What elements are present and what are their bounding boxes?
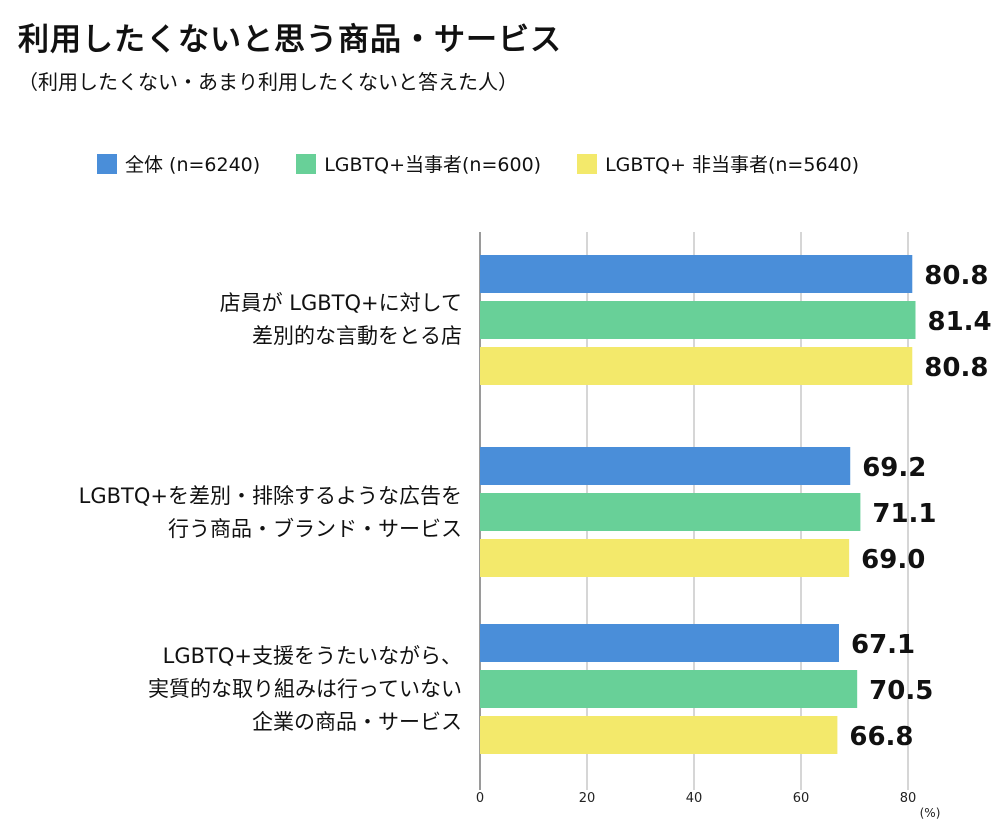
bar <box>480 301 916 339</box>
data-label: 67.1 <box>851 630 915 660</box>
x-tick-label: 0 <box>476 791 484 806</box>
x-unit-label: (%) <box>920 806 941 820</box>
legend-item: LGBTQ+当事者(n=600) <box>296 150 541 177</box>
data-label: 71.1 <box>872 499 936 529</box>
x-tick-label: 80 <box>900 791 917 806</box>
category-label: LGBTQ+支援をうたいながら、 実質的な取り組みは行っていない 企業の商品・サ… <box>148 644 462 734</box>
bar <box>480 716 838 754</box>
legend-swatch <box>577 153 598 174</box>
data-label: 80.8 <box>924 353 988 383</box>
legend-label: 全体 (n=6240) <box>125 154 261 176</box>
chart-title: 利用したくないと思う商品・サービス <box>18 22 562 58</box>
x-tick-label: 20 <box>579 791 596 806</box>
data-label: 80.8 <box>924 261 988 291</box>
data-label: 81.4 <box>927 307 991 337</box>
data-label: 69.2 <box>862 453 926 483</box>
bar <box>480 493 861 531</box>
bar <box>480 539 850 577</box>
category-label: LGBTQ+を差別・排除するような広告を 行う商品・ブランド・サービス <box>78 484 462 541</box>
bar <box>480 670 858 708</box>
legend-swatch <box>97 153 117 174</box>
x-tick-label: 40 <box>686 791 703 806</box>
bar <box>480 447 851 485</box>
chart-subtitle: （利用したくない・あまり利用したくないと答えた人） <box>18 70 518 94</box>
legend-label: LGBTQ+当事者(n=600) <box>324 154 542 176</box>
bar <box>480 624 839 662</box>
bar <box>480 347 913 385</box>
bar <box>480 255 913 293</box>
legend-item: LGBTQ+ 非当事者(n=5640) <box>577 150 859 177</box>
legend: 全体 (n=6240) LGBTQ+当事者(n=600) LGBTQ+ 非当事者… <box>97 150 859 177</box>
category-label: 店員が LGBTQ+に対して 差別的な言動をとる店 <box>219 291 462 348</box>
data-label: 70.5 <box>869 676 933 706</box>
data-label: 66.8 <box>849 722 913 752</box>
legend-label: LGBTQ+ 非当事者(n=5640) <box>605 154 860 176</box>
x-tick-label: 60 <box>793 791 810 806</box>
legend-item: 全体 (n=6240) <box>97 150 260 177</box>
legend-swatch <box>296 153 317 174</box>
data-label: 69.0 <box>861 545 925 575</box>
